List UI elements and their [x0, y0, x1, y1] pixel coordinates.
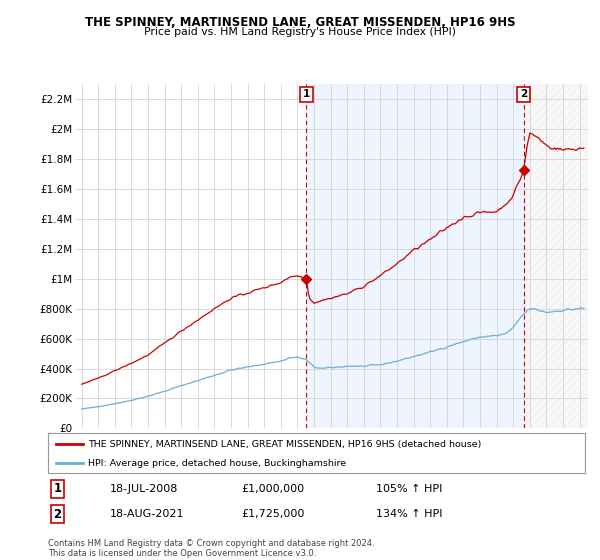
Text: 105% ↑ HPI: 105% ↑ HPI [376, 484, 442, 494]
Text: THE SPINNEY, MARTINSEND LANE, GREAT MISSENDEN, HP16 9HS: THE SPINNEY, MARTINSEND LANE, GREAT MISS… [85, 16, 515, 29]
Text: Price paid vs. HM Land Registry's House Price Index (HPI): Price paid vs. HM Land Registry's House … [144, 27, 456, 37]
Text: HPI: Average price, detached house, Buckinghamshire: HPI: Average price, detached house, Buck… [88, 459, 346, 468]
Bar [524, 84, 592, 428]
Text: £1,725,000: £1,725,000 [241, 509, 305, 519]
Text: Contains HM Land Registry data © Crown copyright and database right 2024.
This d: Contains HM Land Registry data © Crown c… [48, 539, 374, 558]
Text: 2: 2 [53, 508, 62, 521]
Text: 1: 1 [303, 89, 310, 99]
Text: 134% ↑ HPI: 134% ↑ HPI [376, 509, 442, 519]
Bar [307, 84, 524, 428]
Text: 18-AUG-2021: 18-AUG-2021 [110, 509, 184, 519]
Text: 1: 1 [53, 482, 62, 496]
Text: 18-JUL-2008: 18-JUL-2008 [110, 484, 178, 494]
Text: £1,000,000: £1,000,000 [241, 484, 304, 494]
Text: THE SPINNEY, MARTINSEND LANE, GREAT MISSENDEN, HP16 9HS (detached house): THE SPINNEY, MARTINSEND LANE, GREAT MISS… [88, 440, 482, 449]
Text: 2: 2 [520, 89, 527, 99]
